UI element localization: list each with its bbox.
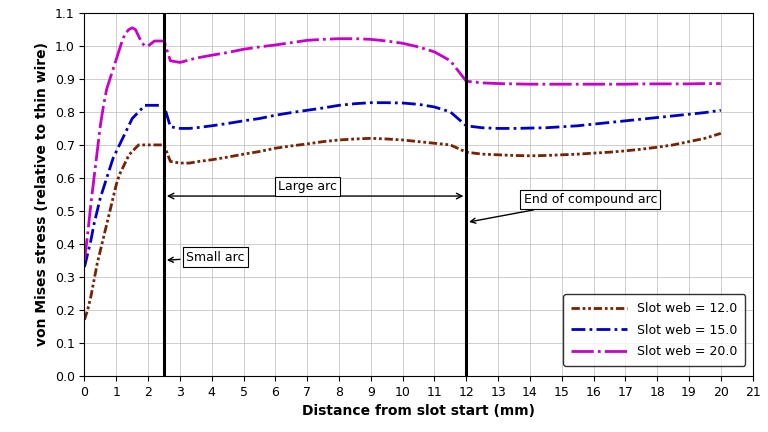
Slot web = 12.0 <box>127 149 137 154</box>
Text: End of compound arc: End of compound arc <box>471 193 657 223</box>
Line: Slot web = 12.0: Slot web = 12.0 <box>84 133 721 320</box>
Line: Slot web = 20.0: Slot web = 20.0 <box>84 28 721 260</box>
Slot web = 15.0 <box>144 103 153 108</box>
Slot web = 15.0 <box>111 149 121 154</box>
Slot web = 12.0 <box>141 142 150 147</box>
Slot web = 12.0 <box>144 142 153 147</box>
Slot web = 15.0 <box>80 264 89 270</box>
Slot web = 12.0 <box>111 182 121 187</box>
Slot web = 12.0 <box>717 131 726 136</box>
Slot web = 20.0 <box>99 103 108 108</box>
Slot web = 12.0 <box>366 136 376 141</box>
Slot web = 20.0 <box>86 202 95 207</box>
X-axis label: Distance from slot start (mm): Distance from slot start (mm) <box>302 404 535 418</box>
Text: Large arc: Large arc <box>278 180 336 193</box>
Slot web = 20.0 <box>127 25 137 30</box>
Slot web = 12.0 <box>134 142 143 147</box>
Slot web = 20.0 <box>80 258 89 263</box>
Text: Small arc: Small arc <box>168 251 245 264</box>
Slot web = 20.0 <box>478 80 487 86</box>
Slot web = 15.0 <box>366 100 376 105</box>
Slot web = 15.0 <box>382 100 392 105</box>
Slot web = 20.0 <box>108 67 118 72</box>
Slot web = 15.0 <box>141 103 150 108</box>
Slot web = 20.0 <box>131 27 140 32</box>
Slot web = 12.0 <box>80 317 89 322</box>
Line: Slot web = 15.0: Slot web = 15.0 <box>84 103 721 267</box>
Y-axis label: von Mises stress (relative to thin wire): von Mises stress (relative to thin wire) <box>35 42 49 346</box>
Legend: Slot web = 12.0, Slot web = 15.0, Slot web = 20.0: Slot web = 12.0, Slot web = 15.0, Slot w… <box>564 295 745 366</box>
Slot web = 15.0 <box>134 109 143 114</box>
Slot web = 15.0 <box>127 116 137 121</box>
Slot web = 20.0 <box>717 81 726 86</box>
Slot web = 15.0 <box>717 108 726 113</box>
Slot web = 20.0 <box>286 40 296 45</box>
